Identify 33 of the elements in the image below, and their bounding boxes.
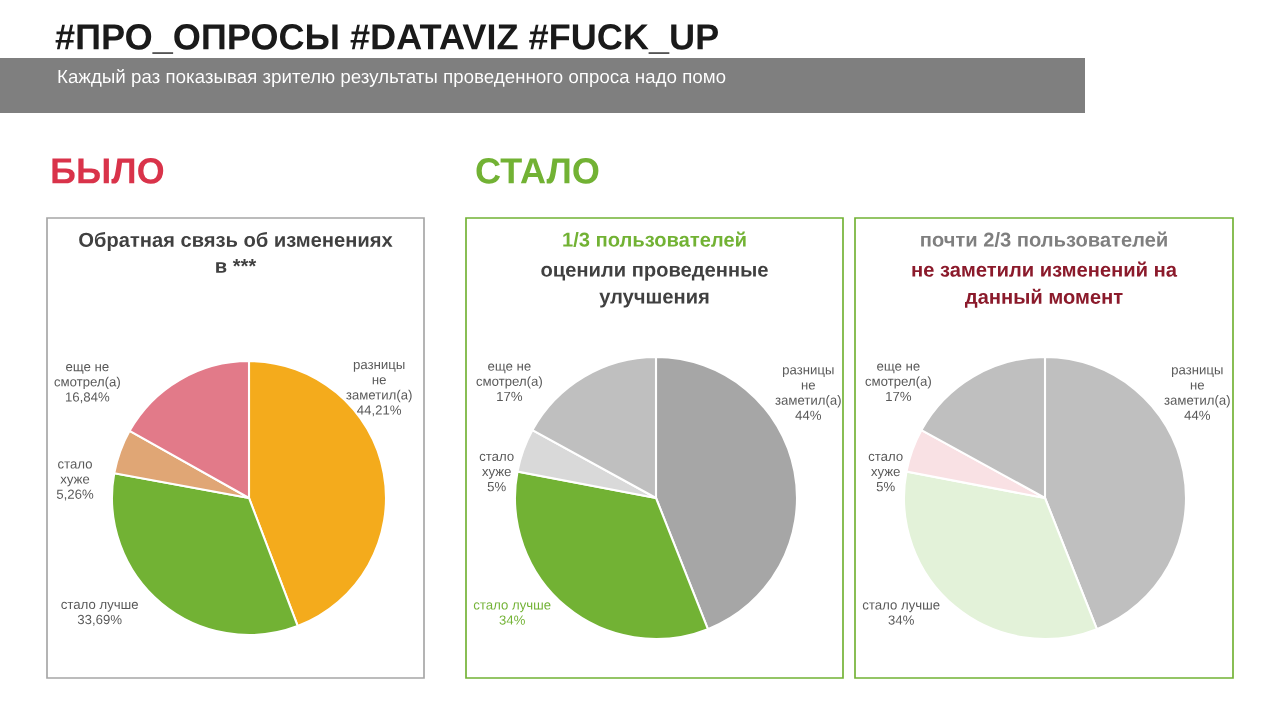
chart-title: Обратная связь об изменениях в *** (79, 232, 393, 273)
data-label: 33,69% (77, 614, 122, 626)
data-label: 44% (795, 410, 822, 420)
slice-label: стало хуже (868, 453, 903, 479)
text: #ПРО_ОПРОСЫ #DATAVIZ #FUCK_UP (55, 24, 718, 54)
data-label: 17% (497, 391, 523, 402)
data-label: 5,26% (56, 489, 94, 501)
slice-label: стало лучше (473, 602, 551, 613)
chart-title: почти 2/3 пользователей (921, 231, 1167, 247)
data-label: 5% (487, 482, 506, 492)
data-label: 17% (886, 391, 912, 402)
chart-subtitle: оценили проведенные улучшения (541, 265, 768, 308)
chart-title: 1/3 пользователей (563, 231, 746, 247)
slice-label: еще не смотрел(а) (54, 364, 120, 390)
text: СТАЛО (476, 158, 599, 184)
data-label: 5% (876, 482, 895, 492)
data-label: 44,21% (357, 405, 402, 417)
slice-label: стало хуже (479, 453, 514, 479)
data-label: 34% (888, 615, 914, 625)
slice-label: еще не смотрел(а) (476, 363, 542, 389)
slice-label: еще не смотрел(а) (865, 363, 931, 389)
data-label: 34% (499, 615, 525, 625)
slice-label: стало хуже (58, 461, 92, 487)
slice-label: стало лучше (862, 602, 940, 613)
slice-label: разницы не заметил(а) (1164, 367, 1230, 408)
chart-subtitle: не заметили изменений на данный момент (912, 261, 1178, 308)
data-label: 44% (1184, 410, 1211, 420)
slice-label: стало лучше (61, 601, 138, 612)
slice-label: разницы не заметил(а) (775, 367, 841, 408)
text: БЫЛО (52, 158, 164, 184)
slice-label: разницы не заметил(а) (346, 361, 412, 403)
text: Каждый раз показывая зрителю результаты проведенного опроса надо помо (58, 69, 726, 87)
data-label: 16,84% (65, 392, 110, 404)
